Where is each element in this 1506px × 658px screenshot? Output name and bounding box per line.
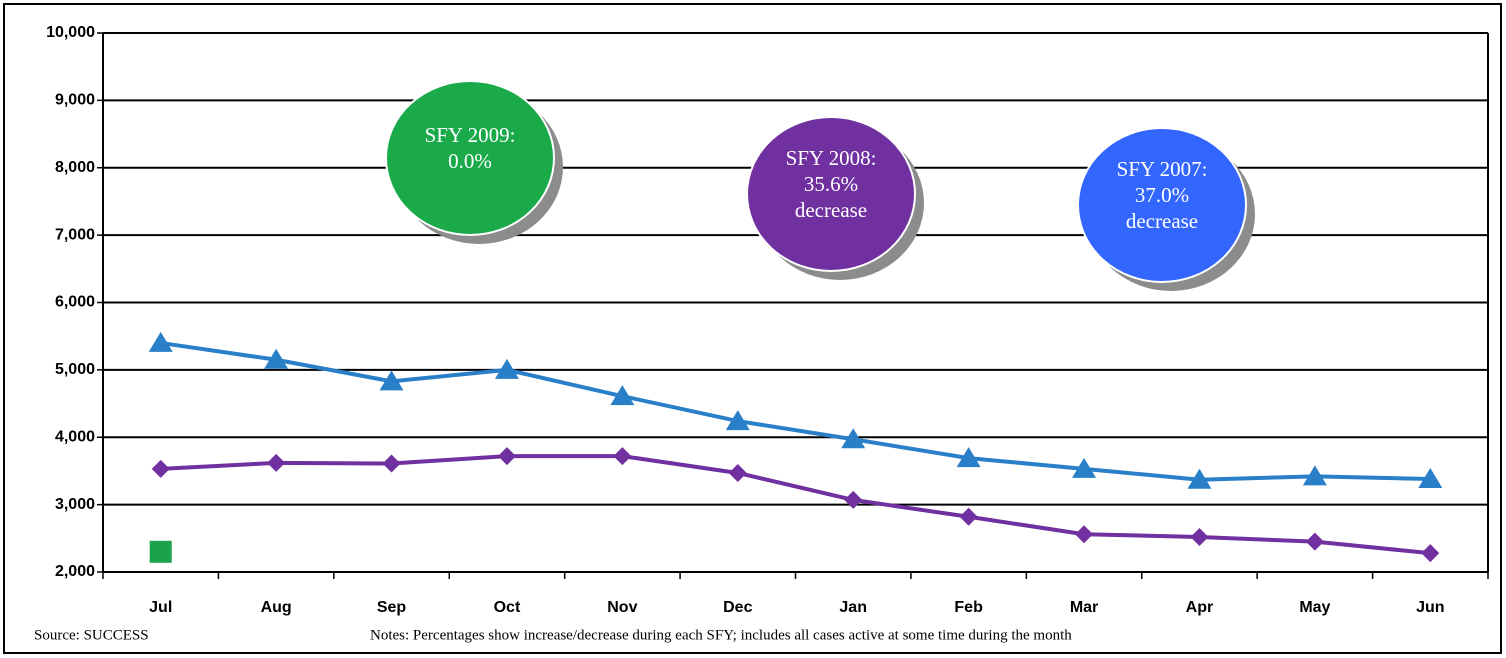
- marker: [1075, 525, 1094, 544]
- y-tick-label: 6,000: [55, 294, 95, 311]
- marker: [844, 490, 863, 509]
- marker: [382, 454, 401, 473]
- marker: [151, 459, 170, 478]
- x-tick-label: Oct: [494, 599, 521, 616]
- x-tick-label: May: [1299, 599, 1330, 616]
- y-tick-label: 10,000: [46, 24, 95, 41]
- x-tick-label: Aug: [261, 599, 292, 616]
- x-tick-label: Apr: [1186, 599, 1214, 616]
- notes: Notes: Percentages show increase/decreas…: [370, 627, 1072, 643]
- bubble-text: 35.6%: [804, 172, 858, 196]
- series-line: [160, 454, 1431, 556]
- y-tick-label: 2,000: [55, 563, 95, 580]
- marker: [1421, 544, 1440, 563]
- marker: [379, 370, 404, 391]
- y-tick-label: 7,000: [55, 226, 95, 243]
- x-tick-label: Mar: [1070, 599, 1098, 616]
- marker: [1190, 527, 1209, 546]
- series-line: [160, 340, 1431, 482]
- marker: [1418, 468, 1443, 489]
- bubble-text: decrease: [1126, 209, 1198, 233]
- marker: [264, 348, 289, 369]
- source: Source: SUCCESS: [34, 627, 149, 643]
- frame: [3, 3, 1502, 654]
- y-tick-label: 5,000: [55, 361, 95, 378]
- x-tick-label: Jan: [839, 599, 867, 616]
- marker: [497, 447, 516, 466]
- y-tick-label: 4,000: [55, 428, 95, 445]
- x-tick-label: Dec: [723, 599, 752, 616]
- y-tick-label: 3,000: [55, 496, 95, 513]
- bubble-text: SFY 2009:: [425, 123, 516, 147]
- marker: [1302, 465, 1327, 486]
- marker: [149, 540, 172, 563]
- bubble-text: 0.0%: [448, 149, 492, 173]
- marker: [725, 410, 750, 431]
- x-tick-label: Nov: [607, 599, 637, 616]
- marker: [610, 385, 635, 406]
- marker: [959, 507, 978, 526]
- marker: [728, 463, 747, 482]
- x-tick-label: Sep: [377, 599, 407, 616]
- marker: [1305, 532, 1324, 551]
- bubble-text: 37.0%: [1135, 183, 1189, 207]
- bubble-text: SFY 2007:: [1117, 157, 1208, 181]
- marker: [956, 447, 981, 468]
- x-tick-label: Jun: [1416, 599, 1444, 616]
- bubble: [746, 116, 916, 272]
- marker: [841, 428, 866, 449]
- marker: [267, 453, 286, 472]
- marker: [1187, 468, 1212, 489]
- y-tick-label: 8,000: [55, 159, 95, 176]
- bubble: [385, 80, 555, 236]
- marker: [494, 358, 519, 379]
- marker: [1072, 457, 1097, 478]
- bubble-text: decrease: [795, 198, 867, 222]
- marker: [148, 331, 173, 352]
- bubble: [1077, 127, 1247, 283]
- x-tick-label: Jul: [149, 599, 172, 616]
- marker: [613, 447, 632, 466]
- bubble-text: SFY 2008:: [786, 146, 877, 170]
- y-tick-label: 9,000: [55, 92, 95, 109]
- x-tick-label: Feb: [954, 599, 983, 616]
